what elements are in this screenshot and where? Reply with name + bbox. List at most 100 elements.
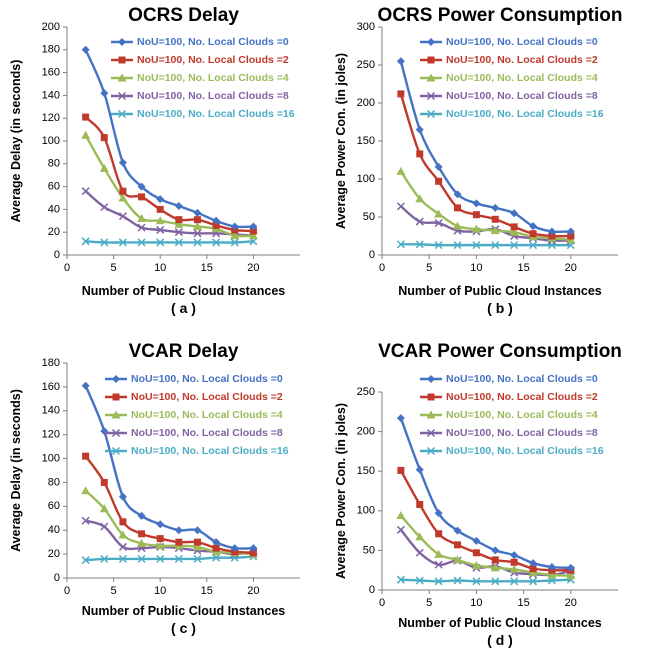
data-point — [193, 229, 202, 238]
data-point — [434, 209, 444, 218]
legend-label: NoU=100, No. Local Clouds =4 — [446, 409, 598, 421]
chart-vcar-power: VCAR Power Consumption 0 50 100 150 200 250 0 5 1… — [334, 341, 622, 648]
data-point — [434, 241, 443, 250]
data-point — [453, 241, 462, 250]
legend-label: NoU=100, No. Local Clouds =16 — [131, 445, 289, 457]
data-point — [491, 241, 500, 250]
data-point — [415, 548, 424, 557]
data-point — [156, 225, 165, 234]
legend-item: NoU=100, No. Local Clouds =2 — [105, 391, 283, 403]
legend-marker — [426, 109, 436, 119]
data-point — [118, 193, 128, 202]
y-tick-label: 250 — [357, 386, 375, 398]
x-tick-label: 20 — [565, 597, 577, 609]
data-point — [490, 226, 500, 235]
y-tick-label: 0 — [54, 572, 60, 584]
y-axis-label: Average Power Con. (in joles) — [334, 403, 348, 579]
series-0 — [81, 381, 258, 553]
legend-item: NoU=100, No. Local Clouds =4 — [420, 72, 598, 84]
series-line — [399, 60, 571, 234]
legend-item: NoU=100, No. Local Clouds =0 — [420, 36, 598, 48]
chart-title: OCRS Power Consumption — [378, 5, 623, 26]
data-point — [434, 560, 443, 569]
legend-marker — [427, 393, 435, 401]
data-point — [472, 549, 480, 557]
series-line — [399, 170, 571, 241]
data-point — [212, 553, 221, 562]
legend-label: NoU=100, No. Local Clouds =0 — [446, 36, 598, 48]
data-point — [435, 177, 443, 185]
chart-title: VCAR Power Consumption — [378, 341, 622, 362]
legend-marker — [112, 375, 120, 383]
y-tick-label: 100 — [42, 452, 60, 464]
data-point — [566, 227, 575, 236]
data-point — [81, 486, 91, 495]
x-tick-label: 5 — [426, 262, 432, 274]
data-point — [193, 208, 202, 217]
data-point — [230, 544, 239, 553]
legend-marker — [426, 73, 436, 82]
y-axis-label: Average Delay (in seconds) — [9, 60, 23, 223]
legend-label: NoU=100, No. Local Clouds =2 — [446, 391, 598, 403]
series-2 — [396, 511, 576, 580]
legend-marker — [117, 91, 127, 101]
data-point — [471, 224, 481, 233]
data-point — [434, 219, 443, 228]
legend-item: NoU=100, No. Local Clouds =8 — [420, 90, 598, 102]
series-line — [84, 116, 254, 233]
data-point — [137, 538, 147, 547]
data-point — [396, 166, 406, 175]
x-tick-label: 10 — [470, 597, 482, 609]
data-point — [249, 544, 258, 553]
legend-label: NoU=100, No. Local Clouds =16 — [446, 445, 604, 457]
data-point — [415, 125, 424, 134]
data-point — [138, 193, 146, 201]
data-point — [81, 187, 90, 196]
legend-label: NoU=100, No. Local Clouds =2 — [131, 391, 283, 403]
y-tick-label: 180 — [42, 44, 60, 56]
data-point — [118, 542, 127, 551]
x-tick-label: 5 — [426, 597, 432, 609]
data-point — [547, 563, 556, 572]
x-axis-label: Number of Public Cloud Instances — [398, 284, 602, 298]
data-point — [137, 214, 147, 223]
data-point — [192, 222, 202, 230]
legend-item: NoU=100, No. Local Clouds =2 — [420, 54, 598, 66]
legend: NoU=100, No. Local Clouds =0 NoU=100, No.… — [105, 373, 289, 457]
data-point — [193, 238, 202, 247]
panel-label: ( b ) — [487, 300, 513, 316]
legend: NoU=100, No. Local Clouds =0 NoU=100, No.… — [111, 36, 295, 120]
series-line — [85, 519, 254, 556]
data-point — [453, 190, 462, 199]
data-point — [156, 195, 165, 204]
legend-item: NoU=100, No. Local Clouds =8 — [420, 427, 598, 439]
y-tick-label: 0 — [369, 584, 375, 596]
y-tick-label: 300 — [357, 21, 375, 33]
series-4 — [81, 237, 258, 247]
y-tick-label: 120 — [42, 112, 60, 124]
data-point — [174, 228, 183, 237]
data-point — [529, 230, 537, 238]
y-tick-label: 150 — [357, 135, 375, 147]
data-point — [118, 492, 127, 501]
data-point — [175, 538, 183, 546]
data-point — [174, 526, 183, 535]
data-point — [249, 227, 257, 235]
legend-item: NoU=100, No. Local Clouds =16 — [111, 108, 295, 120]
x-tick-label: 15 — [517, 262, 529, 274]
data-point — [510, 223, 518, 231]
y-tick-label: 60 — [48, 500, 60, 512]
data-point — [510, 551, 519, 560]
data-point — [81, 556, 90, 565]
data-point — [81, 516, 90, 525]
data-point — [509, 227, 519, 236]
data-point — [118, 158, 127, 167]
chart-ocrs-delay: OCRS Delay 0 20 40 60 80 100 120 140 160 180 200 0 5 1… — [9, 5, 300, 316]
y-tick-label: 120 — [42, 429, 60, 441]
data-point — [156, 205, 164, 213]
y-tick-label: 160 — [42, 381, 60, 393]
y-tick-label: 60 — [48, 181, 60, 193]
data-point — [230, 238, 239, 247]
x-tick-label: 20 — [247, 262, 259, 274]
data-point — [119, 518, 127, 526]
